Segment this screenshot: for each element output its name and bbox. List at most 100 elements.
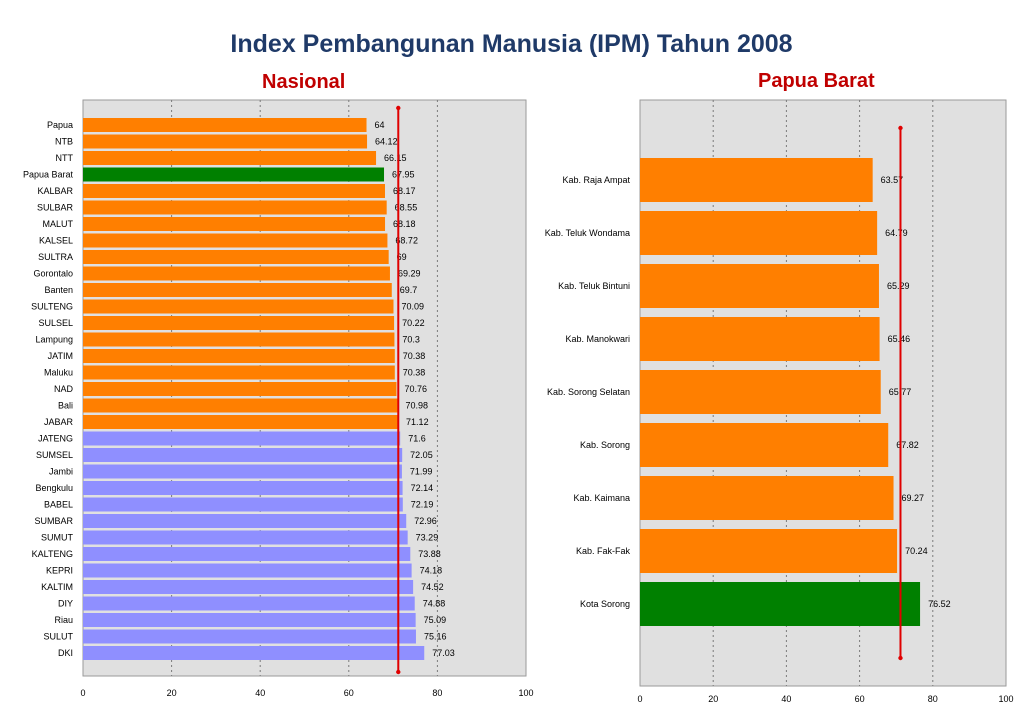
reference-line-marker [898,125,903,131]
value-label: 64.79 [885,228,908,238]
category-label: Banten [44,285,73,295]
bar [83,167,385,182]
value-label: 70.76 [404,384,427,394]
value-label: 70.38 [403,351,426,361]
value-label: 72.14 [411,483,434,493]
reference-line-marker [898,655,903,661]
bar [640,158,873,202]
category-label: Kab. Sorong Selatan [547,387,630,397]
bar [83,481,403,495]
value-label: 70.38 [403,368,426,378]
category-label: Kab. Sorong [580,440,630,450]
reference-line-marker [396,105,401,111]
value-label: 64.12 [375,137,398,147]
category-label: SULTENG [31,302,73,312]
bar [640,476,894,520]
bar [83,349,395,363]
bar [83,514,407,528]
x-tick-label: 80 [432,688,442,698]
nasional-chart-title: Nasional [262,71,346,93]
x-tick-label: 60 [855,694,865,704]
category-label: DKI [58,648,73,658]
value-label: 68.55 [395,203,418,213]
bar [83,431,401,446]
category-label: KALSEL [39,236,73,246]
bar [83,596,415,611]
category-label: NTT [56,153,74,163]
bar [83,415,399,429]
category-label: MALUT [42,219,73,229]
category-label: Jambi [49,467,73,477]
bar [83,250,389,264]
category-label: Kab. Kaimana [573,493,630,503]
bar [83,464,402,479]
category-label: JABAR [44,417,74,427]
reference-line-marker [396,669,401,675]
bar [83,448,403,462]
value-label: 73.29 [416,533,439,543]
category-label: KALTENG [32,549,73,559]
value-label: 69.27 [902,493,925,503]
value-label: 74.18 [420,566,443,576]
category-label: Kab. Teluk Bintuni [558,281,630,291]
value-label: 70.98 [405,401,428,411]
value-label: 67.82 [896,440,919,450]
value-label: 75.09 [424,615,447,625]
x-tick-label: 0 [80,688,85,698]
bar [640,370,881,414]
bar [83,184,385,198]
category-label: Maluku [44,368,73,378]
page-title: Index Pembangunan Manusia (IPM) Tahun 20… [230,30,793,58]
bar [83,118,367,132]
bar [83,530,408,545]
category-label: BABEL [44,500,73,510]
x-tick-label: 80 [928,694,938,704]
bar [640,529,898,573]
value-label: 67.95 [392,170,415,180]
x-tick-label: 100 [998,694,1013,704]
category-label: Bengkulu [35,483,73,493]
value-label: 65.29 [887,281,910,291]
category-label: SULTRA [38,252,73,262]
value-label: 68.17 [393,186,416,196]
value-label: 65.46 [888,334,911,344]
value-label: 72.19 [411,500,434,510]
bar [83,217,386,231]
value-label: 75.16 [424,632,447,642]
category-label: JATIM [48,351,73,361]
category-label: Kab. Teluk Wondama [545,228,630,238]
category-label: JATENG [38,434,73,444]
bar [83,151,377,165]
category-label: KALBAR [37,186,73,196]
value-label: 70.24 [905,546,928,556]
category-label: Riau [54,615,73,625]
value-label: 71.6 [408,434,426,444]
bar [83,646,425,660]
x-tick-label: 40 [255,688,265,698]
value-label: 64 [375,120,385,130]
bar [83,547,411,561]
value-label: 66.15 [384,153,407,163]
x-tick-label: 100 [518,688,533,698]
bar [83,613,416,627]
value-label: 70.09 [401,302,424,312]
category-label: NTB [55,137,73,147]
x-tick-label: 20 [708,694,718,704]
bar [83,398,398,413]
bar [83,580,414,594]
category-label: Kab. Fak-Fak [576,546,631,556]
value-label: 63.57 [881,175,904,185]
value-label: 68.72 [395,236,418,246]
x-tick-label: 0 [637,694,642,704]
bar [83,332,395,347]
bar [83,365,395,380]
bar [640,211,878,255]
category-label: SUMUT [41,533,73,543]
value-label: 70.3 [402,335,420,345]
category-label: SUMSEL [36,450,73,460]
value-label: 69.7 [400,285,418,295]
value-label: 71.99 [410,467,433,477]
x-tick-label: 20 [167,688,177,698]
bar [83,266,390,281]
bar [83,629,416,644]
